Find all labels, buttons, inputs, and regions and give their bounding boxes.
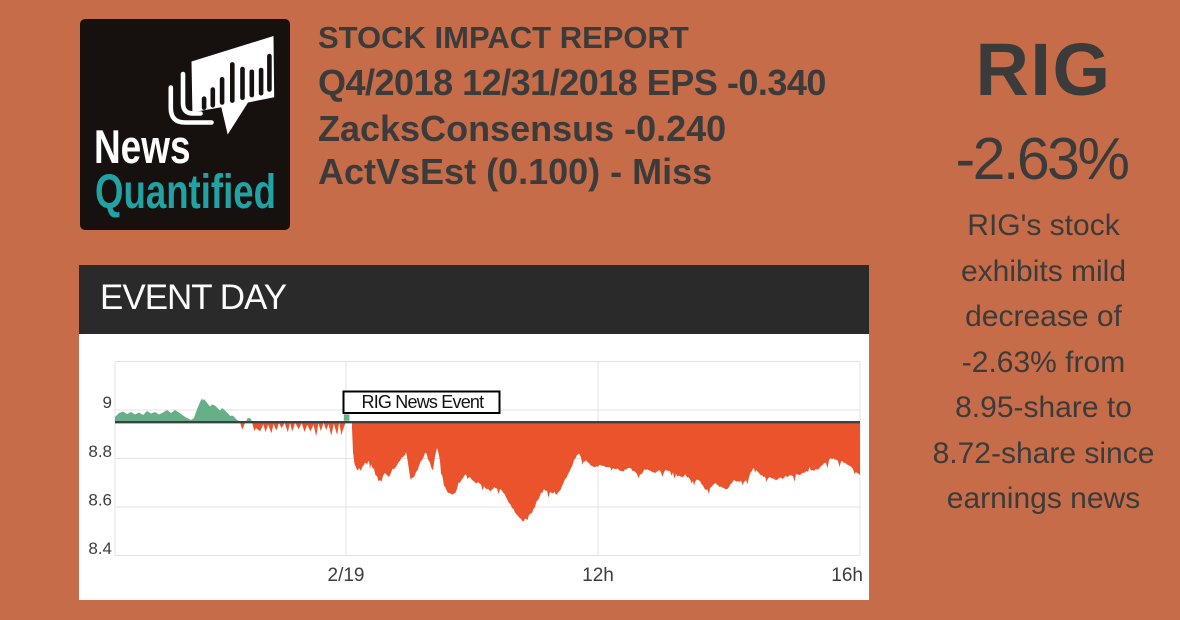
svg-text:16h: 16h [831,565,863,586]
svg-text:8.6: 8.6 [88,491,112,510]
svg-text:8.8: 8.8 [88,442,112,461]
svg-text:9: 9 [103,393,112,412]
svg-text:RIG News Event: RIG News Event [362,392,485,412]
svg-text:8.4: 8.4 [88,539,112,558]
svg-text:2/19: 2/19 [328,565,365,586]
svg-text:News: News [94,120,191,173]
svg-text:12h: 12h [582,565,614,586]
svg-text:Quantified: Quantified [95,166,276,219]
